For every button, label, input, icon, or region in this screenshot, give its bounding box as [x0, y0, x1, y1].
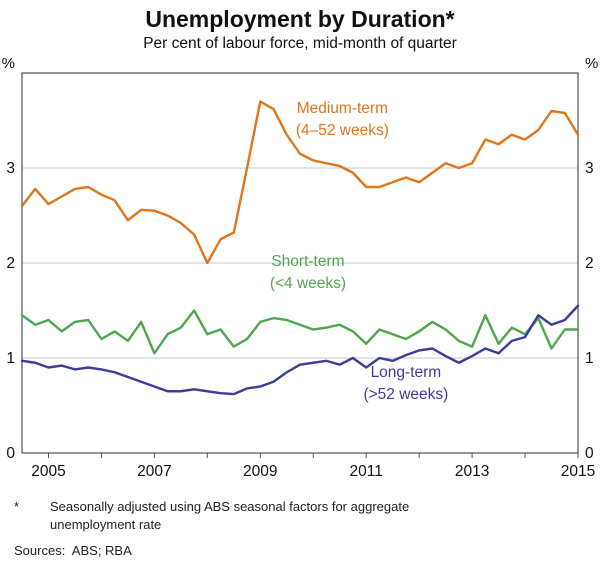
series-line-medium-term: [20, 100, 580, 265]
series-sublabel-short-term: (<4 weeks): [270, 275, 346, 292]
y-axis-label-right: 0: [585, 445, 594, 462]
x-axis-label: 2009: [243, 463, 277, 480]
y-axis-label-right: 3: [585, 160, 594, 177]
chart-subtitle: Per cent of labour force, mid-month of q…: [143, 35, 457, 52]
series-sublabel-long-term: (>52 weeks): [363, 386, 448, 403]
series-label-long-term: Long-term: [371, 364, 442, 381]
y-axis-label-left: 1: [6, 350, 15, 367]
y-axis-label-right: 1: [585, 350, 594, 367]
x-axis-label: 2005: [31, 463, 65, 480]
sources-line: Sources: ABS; RBA: [14, 543, 132, 559]
y-unit-left: %: [2, 55, 15, 72]
footnote-marker: *: [14, 499, 20, 514]
series-line-long-term: [20, 304, 580, 396]
plot-frame: [21, 72, 579, 454]
chart-title: Unemployment by Duration*: [145, 6, 455, 32]
series-label-medium-term: Medium-term: [297, 100, 388, 117]
y-axis-label-left: 2: [6, 255, 15, 272]
y-axis-label-right: 2: [585, 255, 594, 272]
y-axis-label-left: 3: [6, 160, 15, 177]
footnote: * Seasonally adjusted using ABS seasonal…: [14, 498, 600, 533]
y-axis-label-left: 0: [6, 445, 15, 462]
series-line-short-term: [20, 309, 580, 355]
x-axis-label: 2011: [350, 463, 383, 480]
x-axis-label: 2013: [455, 463, 489, 480]
x-axis-label: 2007: [137, 463, 171, 480]
x-axis-label: 2015: [561, 463, 595, 480]
series-label-short-term: Short-term: [271, 253, 344, 270]
y-unit-right: %: [585, 55, 598, 72]
series-sublabel-medium-term: (4–52 weeks): [296, 122, 389, 139]
footnote-text: Seasonally adjusted using ABS seasonal f…: [50, 499, 410, 532]
